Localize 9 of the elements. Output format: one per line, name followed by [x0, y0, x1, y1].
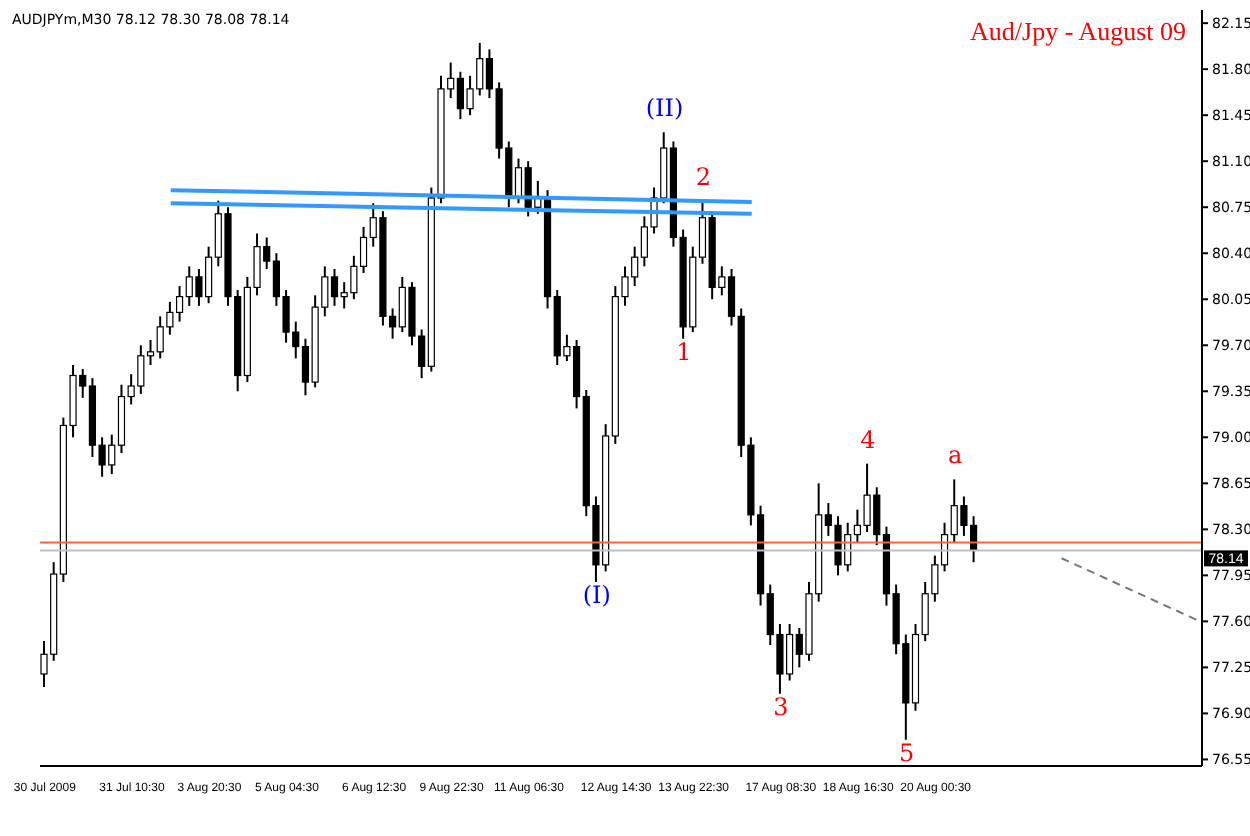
annotation: 1: [676, 337, 692, 366]
annotation: 4: [860, 425, 877, 454]
annotation: a: [947, 441, 963, 470]
annotation: 5: [899, 738, 915, 767]
chart-title: Aud/Jpy - August 09: [970, 16, 1186, 48]
annotation: 3: [773, 692, 789, 721]
annotation: (I): [582, 580, 611, 609]
annotation: (II): [645, 94, 684, 123]
annotation: 2: [695, 162, 711, 191]
